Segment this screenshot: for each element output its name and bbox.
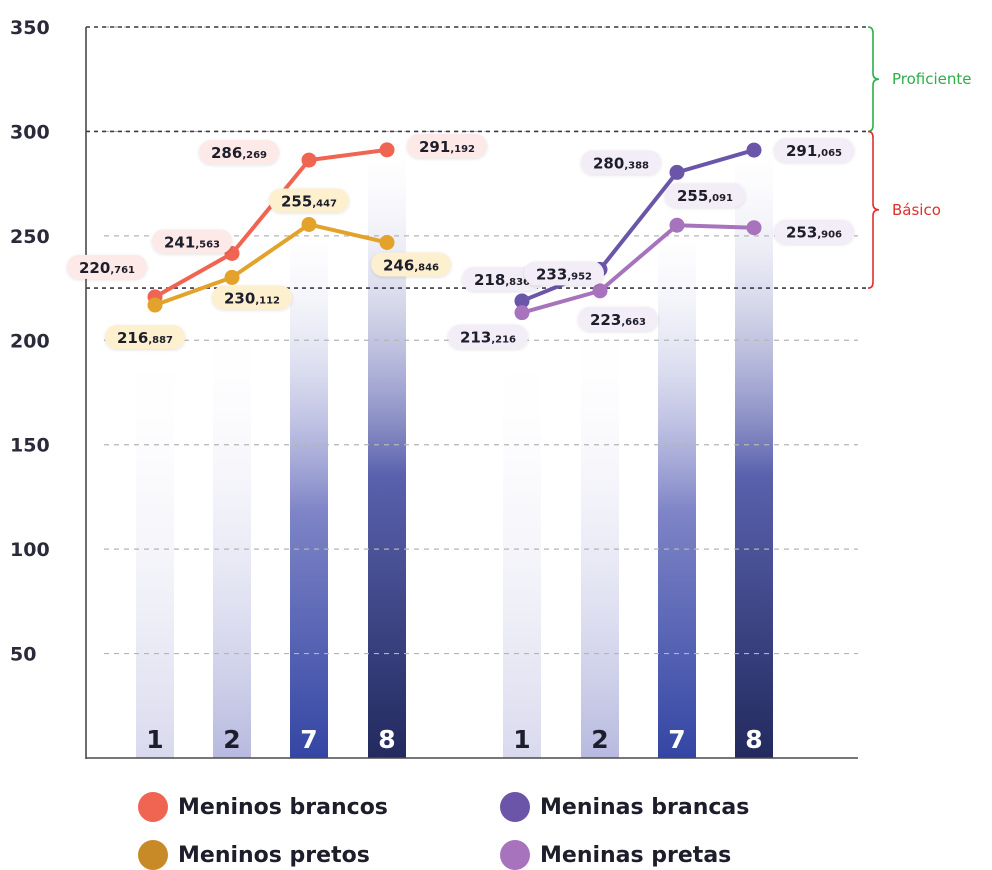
data-label-pill bbox=[105, 325, 185, 350]
data-label-pill bbox=[269, 188, 349, 213]
data-label-pill bbox=[448, 324, 528, 349]
band-brace-proficiente bbox=[867, 26, 880, 133]
lines-layer bbox=[147, 142, 762, 321]
y-tick-200: 200 bbox=[10, 330, 50, 352]
y-tick-50: 50 bbox=[10, 644, 36, 666]
bar-group2-cat-1 bbox=[503, 329, 541, 758]
bands-layer: Proficiente Básico bbox=[867, 26, 972, 289]
data-label-pill bbox=[152, 229, 232, 254]
category-label-8: 8 bbox=[745, 725, 762, 754]
legend-dot bbox=[138, 840, 168, 870]
data-label-meninas-brancas-1: 218,836 bbox=[474, 271, 530, 289]
point-meninas-pretas-8 bbox=[746, 220, 762, 236]
legend-label: Meninos brancos bbox=[178, 794, 388, 820]
legend-item-meninos-pretos: Meninos pretos bbox=[138, 840, 370, 870]
point-meninos-pretos-8 bbox=[379, 234, 395, 250]
data-label-pill bbox=[407, 133, 487, 158]
data-label-pill bbox=[462, 266, 542, 291]
data-label-meninas-pretas-8: 253,906 bbox=[786, 224, 842, 242]
point-meninas-pretas-2 bbox=[592, 283, 608, 299]
data-label-meninas-brancas-8: 291,065 bbox=[786, 142, 842, 160]
data-label-pill bbox=[581, 150, 661, 175]
data-label-pill bbox=[665, 183, 745, 208]
band-label-proficiente: Proficiente bbox=[892, 70, 972, 88]
legend: Meninos brancos Meninas brancas Meninos … bbox=[0, 780, 992, 870]
y-tick-150: 150 bbox=[10, 435, 50, 457]
point-meninos-pretos-2 bbox=[224, 269, 240, 285]
point-meninas-pretas-1 bbox=[514, 305, 530, 321]
data-label-meninos-pretos-8: 246,846 bbox=[383, 256, 439, 274]
legend-item-meninas-brancas: Meninas brancas bbox=[500, 792, 749, 822]
point-meninos-brancos-7 bbox=[301, 152, 317, 168]
category-label-1: 1 bbox=[146, 725, 163, 754]
y-tick-100: 100 bbox=[10, 539, 50, 561]
point-meninas-brancas-8 bbox=[746, 142, 762, 158]
point-meninas-brancas-7 bbox=[669, 164, 685, 180]
data-label-meninos-brancos-1: 220,761 bbox=[79, 259, 135, 277]
data-label-pill bbox=[578, 306, 658, 331]
point-meninas-pretas-7 bbox=[669, 217, 685, 233]
bar-group2-cat-2 bbox=[581, 308, 619, 758]
axes-layer: 50 100 150 200 250 300 350 1 2 7 8 1 2 7 8 bbox=[10, 17, 858, 759]
data-label-meninas-pretas-1: 213,216 bbox=[460, 329, 516, 347]
data-label-pill bbox=[774, 219, 854, 244]
data-label-meninos-brancos-8: 291,192 bbox=[419, 138, 475, 156]
point-meninos-pretos-7 bbox=[301, 216, 317, 232]
data-label-meninas-brancas-7: 280,388 bbox=[593, 154, 649, 172]
data-label-pill bbox=[774, 138, 854, 163]
category-label-2: 2 bbox=[223, 725, 240, 754]
data-label-pill bbox=[371, 252, 451, 277]
series-line-meninos-pretos bbox=[154, 222, 388, 307]
data-label-meninos-brancos-2: 241,563 bbox=[164, 233, 220, 251]
data-label-meninas-brancas-2: 233,952 bbox=[536, 265, 592, 283]
bar-group1-cat-2 bbox=[213, 308, 251, 758]
bar-group1-cat-7 bbox=[290, 210, 328, 758]
point-meninos-pretos-1 bbox=[147, 297, 163, 313]
point-meninos-brancos-8 bbox=[379, 142, 395, 158]
category-label-2: 2 bbox=[591, 725, 608, 754]
bar-group1-cat-1 bbox=[136, 329, 174, 758]
grid-layer bbox=[86, 26, 868, 655]
data-label-meninos-pretos-1: 216,887 bbox=[117, 329, 173, 347]
data-label-meninas-pretas-2: 223,663 bbox=[590, 311, 646, 329]
point-meninas-brancas-1 bbox=[514, 293, 530, 309]
data-label-pill bbox=[524, 261, 604, 286]
band-label-básico: Básico bbox=[892, 201, 941, 219]
legend-label: Meninas pretas bbox=[540, 842, 732, 868]
data-label-meninas-pretas-7: 255,091 bbox=[677, 187, 733, 205]
legend-item-meninas-pretas: Meninas pretas bbox=[500, 840, 731, 870]
y-tick-350: 350 bbox=[10, 17, 50, 39]
legend-dot bbox=[138, 792, 168, 822]
data-label-pill bbox=[199, 140, 279, 165]
category-label-7: 7 bbox=[668, 725, 685, 754]
y-tick-300: 300 bbox=[10, 121, 50, 143]
labels-layer: 220,761 241,563 286,269 291,192 216,887 230,1… bbox=[67, 133, 854, 350]
data-label-pill bbox=[67, 254, 147, 279]
data-label-meninos-brancos-7: 286,269 bbox=[211, 144, 267, 162]
legend-item-meninos-brancos: Meninos brancos bbox=[138, 792, 388, 822]
category-label-7: 7 bbox=[300, 725, 317, 754]
series-line-meninas-pretas bbox=[521, 223, 755, 315]
legend-dot bbox=[500, 792, 530, 822]
bar-group2-cat-7 bbox=[658, 210, 696, 758]
legend-label: Meninos pretos bbox=[178, 842, 370, 868]
y-tick-250: 250 bbox=[10, 226, 50, 248]
legend-dot bbox=[500, 840, 530, 870]
category-label-1: 1 bbox=[513, 725, 530, 754]
series-line-meninos-brancos bbox=[154, 147, 388, 299]
legend-label: Meninas brancas bbox=[540, 794, 750, 820]
data-label-meninos-pretos-2: 230,112 bbox=[224, 289, 280, 307]
data-label-meninos-pretos-7: 255,447 bbox=[281, 192, 337, 210]
band-brace-básico bbox=[867, 130, 880, 289]
category-label-8: 8 bbox=[378, 725, 395, 754]
data-label-pill bbox=[212, 285, 292, 310]
